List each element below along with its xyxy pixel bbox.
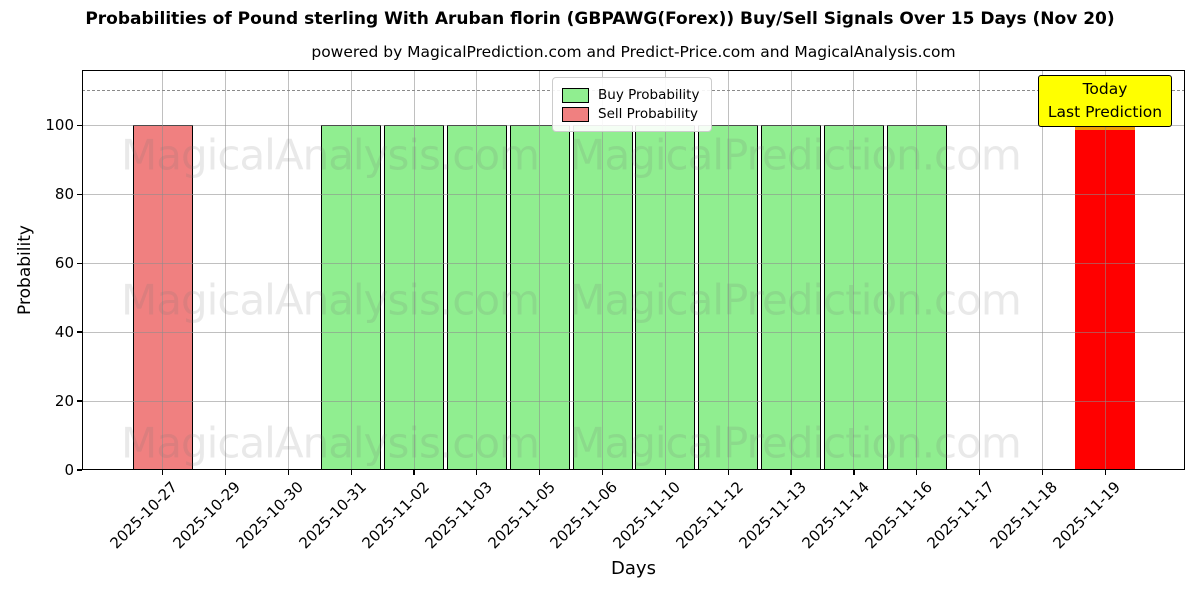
buy-swatch-icon bbox=[562, 87, 589, 103]
legend-label-sell: Sell Probability bbox=[598, 106, 699, 122]
y-tick-label: 80 bbox=[54, 185, 74, 204]
today-annotation: Today Last Prediction bbox=[1038, 75, 1172, 127]
x-tick-label: 2025-10-30 bbox=[232, 478, 308, 553]
y-tick-mark bbox=[77, 331, 82, 333]
y-tick-label: 0 bbox=[64, 461, 74, 479]
gridline-horizontal bbox=[82, 262, 1185, 264]
gridline-vertical bbox=[664, 70, 666, 470]
watermark-text: MagicalAnalysis.com bbox=[121, 275, 540, 325]
y-tick-mark bbox=[77, 469, 82, 471]
gridline-vertical bbox=[790, 70, 792, 470]
x-tick-mark bbox=[979, 470, 981, 475]
x-tick-label: 2025-10-29 bbox=[169, 478, 245, 553]
y-axis-label: Probability bbox=[15, 225, 35, 315]
y-tick-mark bbox=[77, 193, 82, 195]
gridline-vertical bbox=[727, 70, 729, 470]
x-tick-mark bbox=[601, 470, 604, 475]
x-tick-mark bbox=[350, 470, 352, 475]
gridline-vertical bbox=[979, 70, 981, 470]
x-tick-mark bbox=[162, 470, 164, 475]
x-tick-mark bbox=[287, 470, 289, 475]
y-tick-label: 60 bbox=[54, 254, 74, 273]
gridline-vertical bbox=[287, 70, 289, 470]
watermark-text: MagicalPrediction.com bbox=[569, 130, 1021, 180]
gridline-vertical bbox=[1041, 70, 1043, 470]
x-tick-mark bbox=[539, 470, 541, 475]
gridline-vertical bbox=[162, 70, 164, 470]
y-tick-label: 20 bbox=[54, 392, 74, 411]
watermark-text: MagicalAnalysis.com bbox=[121, 418, 540, 468]
gridline-horizontal bbox=[82, 331, 1185, 333]
gridline-horizontal bbox=[82, 193, 1185, 195]
watermark-text: MagicalPrediction.com bbox=[569, 275, 1021, 325]
y-tick-mark bbox=[77, 262, 82, 264]
sell-swatch-icon bbox=[562, 106, 589, 122]
y-tick-label: 100 bbox=[45, 116, 74, 135]
today-annotation-line2: Last Prediction bbox=[1047, 103, 1163, 121]
x-tick-label: 2025-11-18 bbox=[986, 478, 1062, 553]
gridline-vertical bbox=[413, 70, 415, 470]
gridline-vertical bbox=[224, 70, 226, 470]
watermark-text: MagicalAnalysis.com bbox=[121, 130, 540, 180]
gridline-vertical bbox=[1104, 70, 1106, 470]
gridline-vertical bbox=[916, 70, 918, 470]
x-tick-mark bbox=[1041, 470, 1044, 475]
x-tick-label: 2025-11-14 bbox=[798, 478, 873, 553]
y-tick-mark bbox=[77, 400, 82, 402]
watermark-text: MagicalPrediction.com bbox=[569, 418, 1021, 468]
gridline-vertical bbox=[853, 70, 855, 470]
y-tick-mark bbox=[77, 124, 82, 126]
legend-item-sell: Sell Probability bbox=[562, 106, 702, 122]
gridline-vertical bbox=[602, 70, 604, 470]
y-tick-label: 40 bbox=[54, 323, 74, 342]
x-tick-label: 2025-11-12 bbox=[672, 478, 747, 553]
x-tick-mark bbox=[224, 470, 227, 475]
x-tick-mark bbox=[1104, 470, 1106, 475]
gridline-horizontal bbox=[82, 400, 1185, 402]
legend: Buy Probability Sell Probability bbox=[552, 77, 712, 132]
x-tick-mark bbox=[413, 470, 415, 475]
chart-title: Probabilities of Pound sterling With Aru… bbox=[85, 9, 1115, 29]
x-tick-mark bbox=[853, 470, 855, 475]
x-tick-label: 2025-11-03 bbox=[421, 478, 496, 553]
x-tick-label: 2025-11-19 bbox=[1049, 478, 1125, 553]
gridline-vertical bbox=[476, 70, 478, 470]
chart-subtitle: powered by MagicalPrediction.com and Pre… bbox=[311, 43, 956, 61]
x-tick-label: 2025-11-10 bbox=[609, 478, 685, 553]
x-tick-mark bbox=[476, 470, 478, 475]
gridline-vertical bbox=[350, 70, 352, 470]
x-tick-mark bbox=[727, 470, 729, 475]
today-annotation-line1: Today bbox=[1082, 80, 1128, 98]
gridline-vertical bbox=[539, 70, 541, 470]
x-tick-mark bbox=[916, 470, 918, 475]
legend-label-buy: Buy Probability bbox=[598, 87, 700, 103]
legend-item-buy: Buy Probability bbox=[562, 87, 702, 103]
x-axis-label: Days bbox=[611, 558, 656, 579]
x-tick-mark bbox=[790, 470, 792, 475]
x-tick-label: 2025-11-13 bbox=[735, 478, 810, 553]
x-tick-label: 2025-10-31 bbox=[295, 478, 370, 553]
x-tick-mark bbox=[664, 470, 666, 475]
x-tick-label: 2025-11-02 bbox=[358, 478, 433, 553]
